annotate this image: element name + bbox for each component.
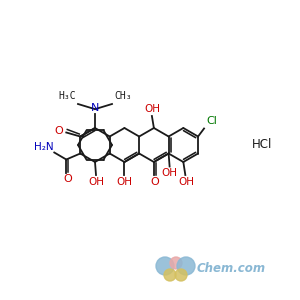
Text: H₃C: H₃C <box>58 91 76 101</box>
Text: O: O <box>63 175 72 184</box>
Text: OH: OH <box>178 177 194 187</box>
Text: CH₃: CH₃ <box>114 91 132 101</box>
Text: Cl: Cl <box>206 116 217 125</box>
Circle shape <box>170 257 182 269</box>
Text: H₂N: H₂N <box>34 142 53 152</box>
Text: Chem.com: Chem.com <box>197 262 266 275</box>
Circle shape <box>156 257 174 275</box>
Text: OH: OH <box>116 177 132 187</box>
Text: HCl: HCl <box>252 139 272 152</box>
Text: OH: OH <box>144 104 160 114</box>
Text: N: N <box>91 103 99 113</box>
Text: OH: OH <box>162 169 178 178</box>
Text: O: O <box>55 125 63 136</box>
Circle shape <box>164 269 176 281</box>
Circle shape <box>177 257 195 275</box>
Circle shape <box>175 269 187 281</box>
Text: O: O <box>151 177 159 187</box>
Text: OH: OH <box>88 177 104 187</box>
